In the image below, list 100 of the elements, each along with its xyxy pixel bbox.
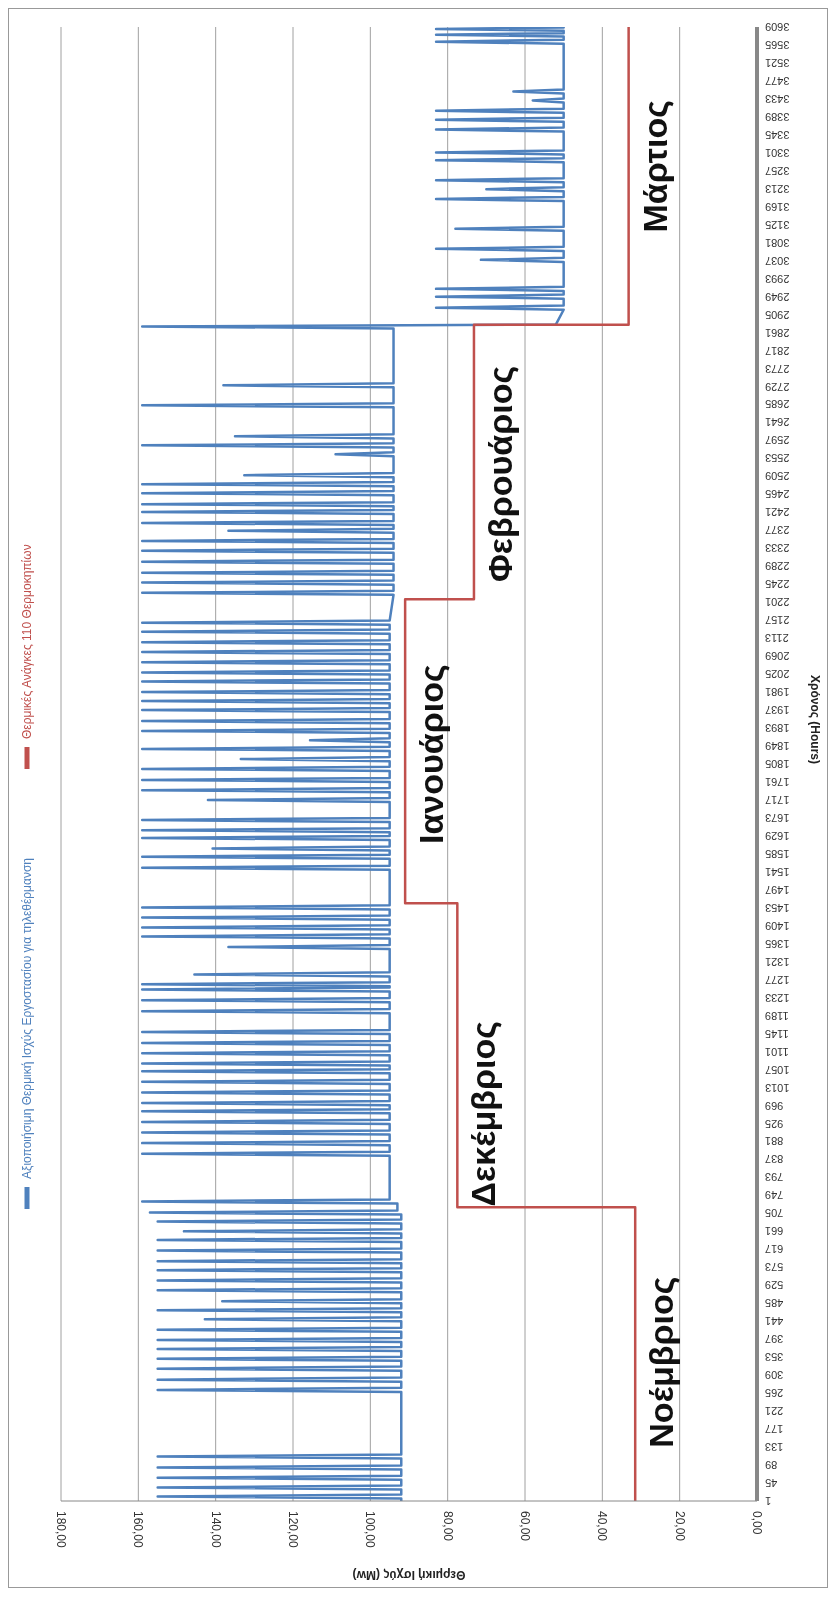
y-tick-label: 2333 — [765, 542, 790, 555]
y-tick-label: 1145 — [765, 1027, 789, 1040]
y-tick-label: 573 — [765, 1261, 784, 1274]
y-tick-label: 1321 — [765, 955, 790, 968]
y-tick-label: 837 — [765, 1153, 784, 1166]
y-tick-label: 2773 — [765, 362, 790, 375]
y-tick-label: 2289 — [765, 560, 790, 573]
y-tick-label: 3609 — [765, 21, 790, 33]
y-tick-label: 3345 — [765, 128, 790, 141]
y-tick-label: 3081 — [765, 236, 790, 249]
y-tick-label: 1365 — [765, 937, 790, 950]
annotation: Φεβρουάριος — [480, 365, 519, 583]
y-tick-label: 881 — [765, 1135, 784, 1148]
y-tick-label: 1453 — [765, 901, 790, 914]
y-tick-label: 2817 — [765, 344, 790, 357]
y-tick-label: 441 — [765, 1315, 784, 1328]
y-tick-label: 2905 — [765, 308, 790, 321]
y-tick-label: 3433 — [765, 92, 790, 105]
annotation: Δεκέμβριος — [464, 1021, 503, 1207]
y-tick-label: 705 — [765, 1207, 784, 1220]
x-tick-label: 100,00 — [363, 1511, 378, 1549]
y-tick-label: 1101 — [765, 1045, 789, 1058]
y-tick-label: 2377 — [765, 524, 790, 537]
y-tick-label: 2685 — [765, 398, 790, 411]
y-tick-label: 2421 — [765, 506, 790, 519]
y-tick-label: 265 — [765, 1387, 784, 1400]
y-tick-label: 1 — [765, 1495, 772, 1507]
y-tick-label: 1497 — [765, 883, 790, 896]
text: Αξιοποιήσιμη Θερμική Ισχύς Εργοστασίου για τηλεθέρμανση — [20, 857, 34, 1179]
y-tick-label: 221 — [765, 1405, 784, 1418]
y-tick-label: 1937 — [765, 704, 790, 717]
y-axis-title: Χρόνος (Hours) — [807, 675, 822, 764]
x-tick-label: 120,00 — [286, 1511, 300, 1549]
y-tick-label: 793 — [765, 1171, 784, 1184]
y-tick-label: 133 — [765, 1441, 784, 1454]
y-tick-label: 1057 — [765, 1063, 790, 1076]
y-tick-label: 1585 — [765, 847, 790, 860]
x-tick-label: 60,00 — [518, 1511, 532, 1542]
y-tick-label: 925 — [765, 1117, 784, 1130]
y-tick-label: 2641 — [765, 416, 790, 429]
x-tick-label: 0,00 — [750, 1511, 764, 1535]
y-tick-label: 2201 — [765, 596, 790, 609]
y-tick-label: 3037 — [765, 254, 790, 267]
y-tick-label: 749 — [765, 1189, 784, 1202]
y-tick-label: 3389 — [765, 110, 790, 123]
y-tick-label: 2465 — [765, 488, 790, 501]
x-tick-label: 80,00 — [440, 1511, 455, 1542]
y-tick-label: 397 — [765, 1333, 784, 1346]
y-tick-label: 1277 — [765, 973, 790, 986]
y-tick-label: 1409 — [765, 919, 790, 932]
y-tick-label: 661 — [765, 1225, 784, 1238]
y-tick-label: 1673 — [765, 811, 790, 824]
y-tick-label: 2597 — [765, 434, 790, 447]
y-tick-label: 353 — [765, 1351, 784, 1364]
y-tick-label: 177 — [765, 1423, 784, 1436]
y-tick-label: 3565 — [765, 38, 790, 51]
y-tick-label: 45 — [765, 1477, 778, 1490]
y-tick-label: 3257 — [765, 164, 790, 177]
y-tick-label: 1541 — [765, 865, 790, 878]
y-tick-label: 2993 — [765, 272, 790, 285]
y-tick-label: 3521 — [765, 56, 790, 69]
y-tick-label: 1893 — [765, 722, 790, 735]
y-tick-label: 1805 — [765, 758, 790, 770]
line-series — [140, 27, 565, 1501]
x-tick-label: 20,00 — [672, 1511, 687, 1542]
y-tick-label: 2113 — [765, 632, 789, 645]
y-tick-label: 2729 — [765, 380, 790, 393]
y-tick-label: 3125 — [765, 218, 790, 231]
annotation: Ιανουάριος — [412, 664, 451, 845]
annotation: Νοέμβριος — [642, 1276, 681, 1448]
y-tick-label: 3477 — [765, 74, 790, 87]
x-tick-label: 140,00 — [208, 1511, 223, 1549]
y-tick-label: 2553 — [765, 452, 790, 465]
x-tick-label: 180,00 — [54, 1511, 68, 1549]
y-tick-label: 3301 — [765, 146, 790, 159]
y-tick-label: 89 — [765, 1459, 778, 1472]
y-tick-label: 1629 — [765, 829, 790, 842]
y-tick-label: 1233 — [765, 991, 790, 1004]
y-tick-label: 1761 — [765, 775, 790, 788]
y-tick-label: 1717 — [765, 793, 790, 806]
y-tick-label: 617 — [765, 1243, 784, 1256]
y-tick-label: 485 — [765, 1297, 784, 1310]
x-tick-label: 40,00 — [595, 1511, 610, 1542]
y-tick-label: 1849 — [765, 740, 790, 753]
y-tick-label: 1013 — [765, 1081, 790, 1094]
x-tick-label: 160,00 — [131, 1511, 146, 1549]
y-tick-label: 2861 — [765, 326, 790, 339]
text: Θερμικές Ανάγκες 110 Θερμοκηπίων — [20, 544, 34, 739]
y-tick-label: 2157 — [765, 614, 790, 627]
y-tick-label: 2949 — [765, 290, 790, 303]
y-tick-label: 3213 — [765, 182, 790, 195]
x-axis-title: Θερμική Ισχύς (Mw) — [352, 1568, 466, 1582]
y-tick-label: 1189 — [765, 1009, 789, 1022]
y-tick-label: 529 — [765, 1279, 784, 1292]
y-tick-label: 3169 — [765, 200, 790, 213]
annotation: Μάρτιος — [635, 100, 674, 233]
y-tick-label: 1981 — [765, 686, 790, 699]
y-tick-label: 2509 — [765, 470, 790, 483]
y-tick-label: 2245 — [765, 578, 790, 591]
y-tick-label: 2069 — [765, 650, 790, 663]
